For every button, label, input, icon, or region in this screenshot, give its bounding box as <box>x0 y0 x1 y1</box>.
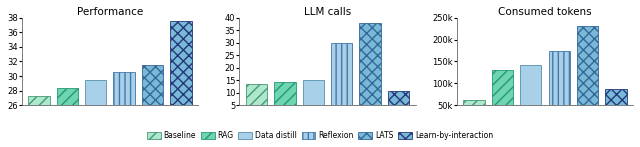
Bar <box>388 91 409 105</box>
Bar <box>170 21 191 105</box>
Bar <box>274 82 296 105</box>
Bar <box>303 80 324 105</box>
Bar <box>246 84 267 105</box>
Bar <box>548 51 570 105</box>
Bar <box>28 96 49 105</box>
Legend: Baseline, RAG, Data distill, Reflexion, LATS, Learn-by-interaction: Baseline, RAG, Data distill, Reflexion, … <box>144 128 496 143</box>
Bar <box>463 100 484 105</box>
Bar <box>331 43 352 105</box>
Title: LLM calls: LLM calls <box>304 7 351 17</box>
Title: Consumed tokens: Consumed tokens <box>498 7 592 17</box>
Bar <box>605 88 627 105</box>
Bar <box>577 26 598 105</box>
Bar <box>360 23 381 105</box>
Bar <box>520 65 541 105</box>
Bar <box>85 80 106 105</box>
Bar <box>57 88 78 105</box>
Title: Performance: Performance <box>77 7 143 17</box>
Bar <box>492 70 513 105</box>
Bar <box>142 65 163 105</box>
Bar <box>113 72 135 105</box>
